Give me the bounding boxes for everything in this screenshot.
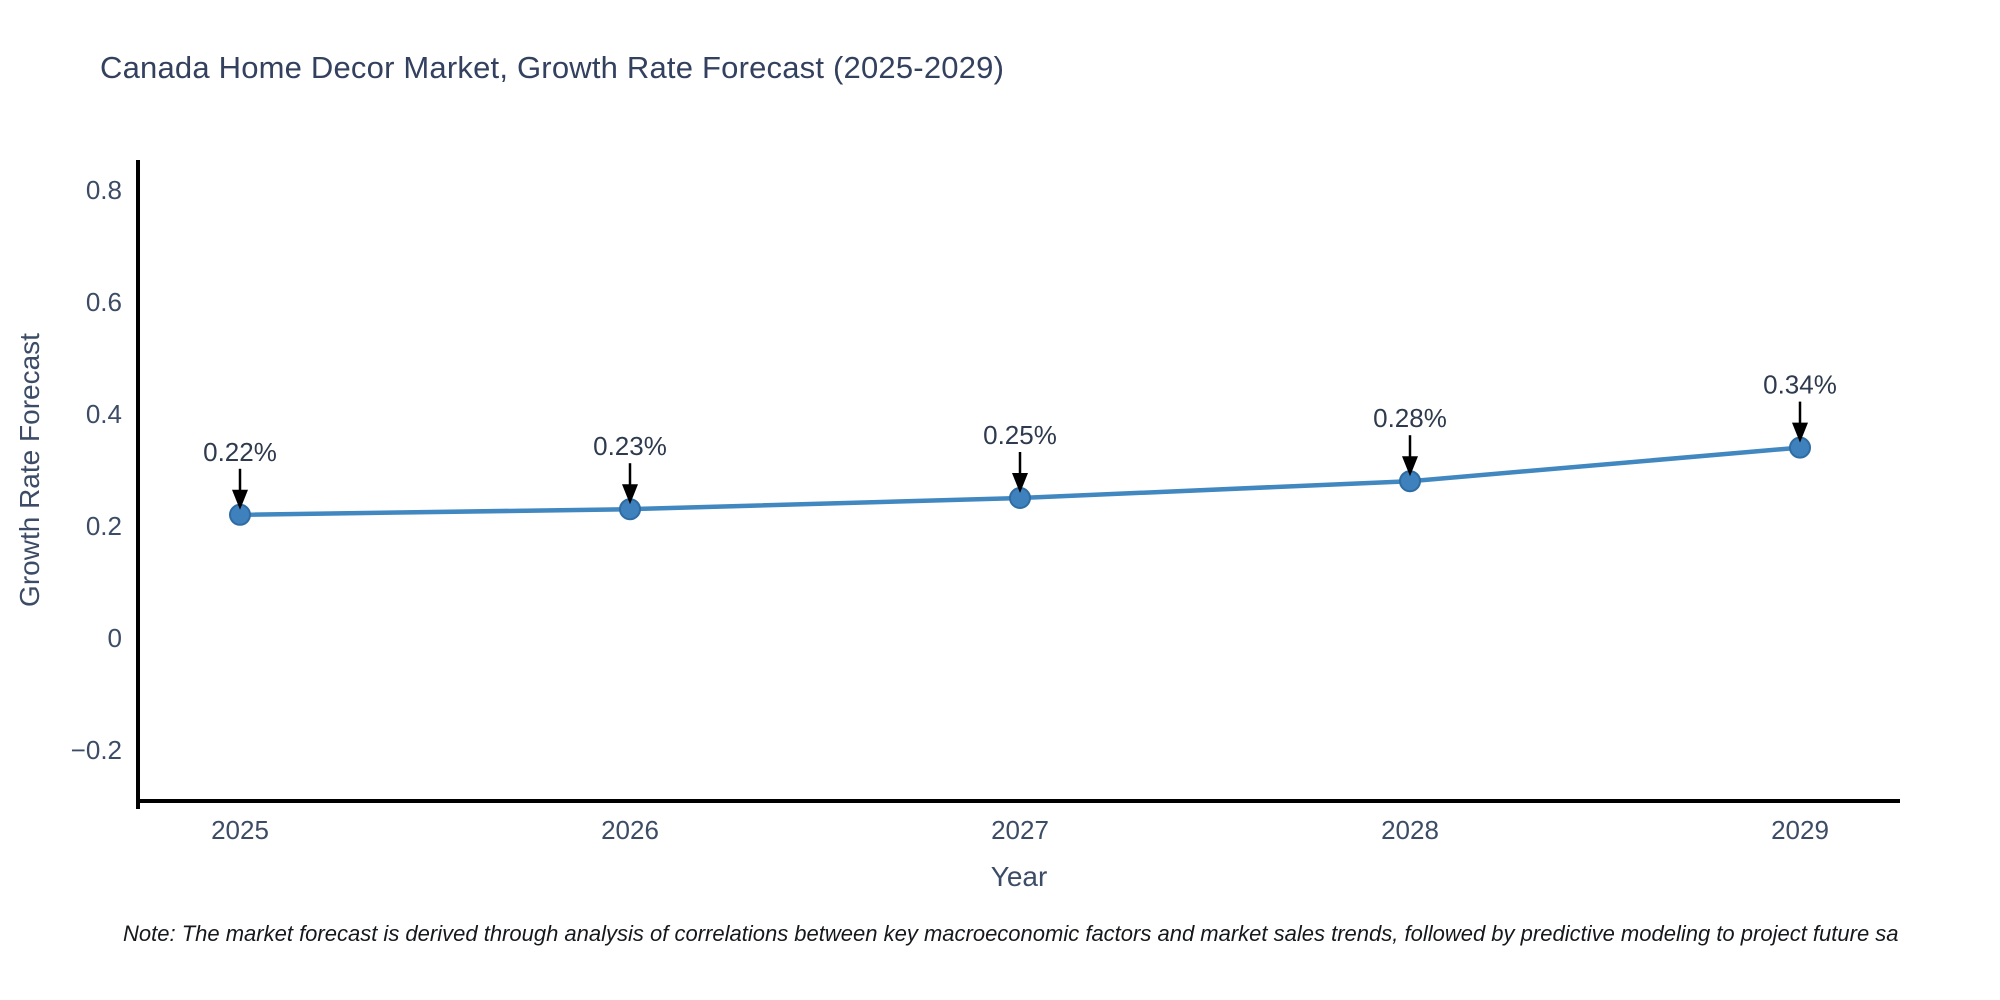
x-axis-title: Year	[990, 861, 1048, 892]
y-tick-label: 0.4	[86, 399, 122, 429]
x-tick-label: 2026	[601, 815, 659, 845]
annotation-arrowhead	[1012, 473, 1028, 493]
annotation-arrowhead	[1792, 422, 1808, 443]
y-tick-label: 0.2	[86, 511, 122, 541]
annotation-arrowhead	[1402, 456, 1418, 477]
chart-title: Canada Home Decor Market, Growth Rate Fo…	[100, 50, 1005, 85]
y-tick-label: 0.8	[86, 175, 122, 205]
y-tick-label: 0.6	[86, 287, 122, 317]
annotation-arrowhead	[232, 489, 248, 510]
point-annotation: 0.22%	[203, 437, 277, 467]
x-tick-label: 2027	[991, 815, 1049, 845]
x-tick-label: 2025	[211, 815, 269, 845]
footnote: Note: The market forecast is derived thr…	[123, 921, 1899, 946]
y-tick-label: 0	[108, 623, 122, 653]
y-tick-label: −0.2	[71, 735, 122, 765]
y-axis-title: Growth Rate Forecast	[14, 333, 45, 607]
point-annotation: 0.25%	[983, 420, 1057, 450]
x-tick-label: 2029	[1771, 815, 1829, 845]
point-annotation: 0.34%	[1763, 370, 1837, 400]
point-annotation: 0.28%	[1373, 403, 1447, 433]
annotation-arrowhead	[622, 484, 638, 505]
point-annotation: 0.23%	[593, 431, 667, 461]
x-tick-label: 2028	[1381, 815, 1439, 845]
